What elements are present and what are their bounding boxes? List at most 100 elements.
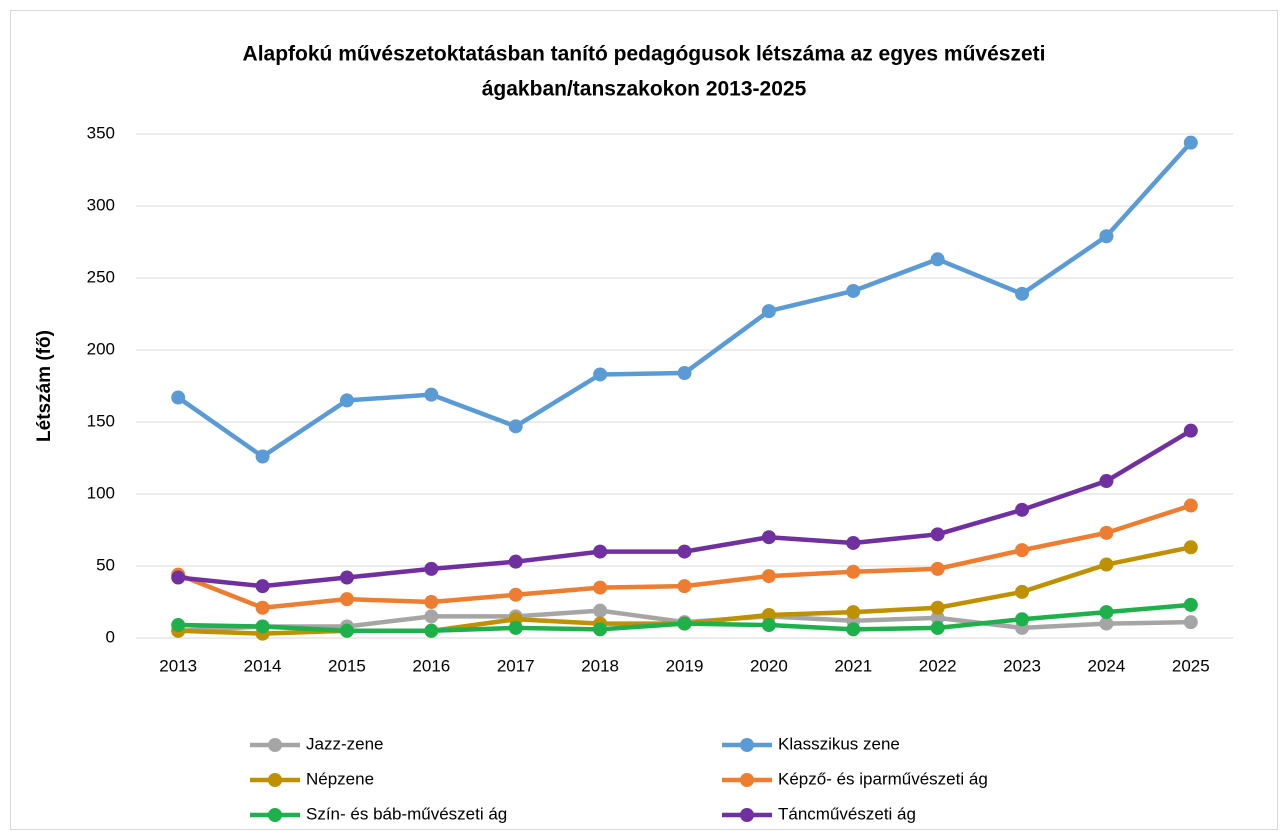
data-point	[677, 579, 692, 594]
data-point	[1015, 584, 1030, 599]
data-point	[593, 544, 608, 559]
legend-swatch-marker	[740, 808, 754, 822]
y-tick-label: 200	[87, 339, 115, 358]
data-point	[593, 603, 608, 618]
data-point	[677, 616, 692, 631]
data-point	[593, 580, 608, 595]
data-point	[1099, 605, 1114, 620]
data-point	[930, 610, 945, 625]
data-point	[255, 600, 270, 615]
data-point	[761, 530, 776, 545]
data-point	[1099, 616, 1114, 631]
x-tick-label: 2013	[159, 656, 197, 675]
legend-label: Jazz-zene	[306, 734, 383, 753]
data-point	[339, 592, 354, 607]
data-point	[171, 618, 186, 633]
y-tick-label: 150	[87, 411, 115, 430]
data-point	[846, 535, 861, 550]
chart-title: ágakban/tanszakokon 2013-2025	[482, 78, 807, 101]
x-tick-label: 2024	[1088, 656, 1126, 675]
x-tick-label: 2017	[497, 656, 535, 675]
data-point	[1183, 423, 1198, 438]
data-point	[846, 564, 861, 579]
data-point	[846, 622, 861, 637]
y-tick-label: 250	[87, 267, 115, 286]
x-tick-label: 2015	[328, 656, 366, 675]
x-tick-label: 2020	[750, 656, 788, 675]
legend-label: Táncművészeti ág	[778, 804, 916, 823]
x-tick-label: 2016	[412, 656, 450, 675]
data-point	[761, 607, 776, 622]
data-point	[339, 570, 354, 585]
data-point	[255, 579, 270, 594]
data-point	[846, 283, 861, 298]
chart-border	[10, 10, 1278, 830]
data-point	[1015, 502, 1030, 517]
data-point	[1183, 540, 1198, 555]
data-point	[846, 605, 861, 620]
data-point	[1183, 615, 1198, 630]
data-point	[1183, 498, 1198, 513]
data-point	[677, 366, 692, 381]
x-tick-label: 2022	[919, 656, 957, 675]
y-tick-label: 100	[87, 483, 115, 502]
y-tick-label: 350	[87, 123, 115, 142]
data-point	[761, 618, 776, 633]
y-axis-label: Létszám (fő)	[34, 330, 55, 442]
data-point	[1015, 286, 1030, 301]
data-point	[339, 393, 354, 408]
legend-label: Szín- és báb-művészeti ág	[306, 804, 507, 823]
data-point	[1099, 525, 1114, 540]
data-point	[171, 570, 186, 585]
data-point	[1099, 474, 1114, 489]
y-tick-label: 50	[96, 555, 115, 574]
legend-swatch-marker	[740, 773, 754, 787]
legend-label: Népzene	[306, 769, 374, 788]
data-point	[593, 622, 608, 637]
data-point	[1015, 543, 1030, 558]
data-point	[1183, 597, 1198, 612]
data-point	[255, 449, 270, 464]
x-tick-label: 2025	[1172, 656, 1210, 675]
data-point	[508, 554, 523, 569]
data-point	[930, 620, 945, 635]
x-tick-label: 2014	[244, 656, 282, 675]
data-point	[424, 609, 439, 624]
data-point	[1099, 229, 1114, 244]
legend-label: Képző- és iparművészeti ág	[778, 769, 988, 788]
x-tick-label: 2023	[1003, 656, 1041, 675]
legend-swatch-marker	[268, 738, 282, 752]
data-point	[339, 623, 354, 638]
data-point	[593, 367, 608, 382]
legend-label: Klasszikus zene	[778, 734, 900, 753]
data-point	[930, 561, 945, 576]
data-point	[424, 561, 439, 576]
y-tick-label: 0	[106, 627, 115, 646]
x-tick-label: 2018	[581, 656, 619, 675]
x-tick-label: 2019	[666, 656, 704, 675]
data-point	[508, 587, 523, 602]
legend-swatch-marker	[740, 738, 754, 752]
legend-swatch-marker	[268, 773, 282, 787]
data-point	[508, 620, 523, 635]
data-point	[930, 527, 945, 542]
chart-title: Alapfokú művészetoktatásban tanító pedag…	[243, 43, 1046, 66]
data-point	[424, 623, 439, 638]
y-tick-label: 300	[87, 195, 115, 214]
data-point	[761, 304, 776, 319]
data-point	[1183, 135, 1198, 150]
data-point	[677, 544, 692, 559]
data-point	[424, 595, 439, 609]
data-point	[171, 390, 186, 405]
legend-swatch-marker	[268, 808, 282, 822]
data-point	[255, 619, 270, 634]
data-point	[930, 600, 945, 615]
data-point	[424, 387, 439, 402]
data-point	[508, 419, 523, 434]
data-point	[1099, 557, 1114, 572]
data-point	[1015, 612, 1030, 627]
data-point	[761, 569, 776, 584]
x-tick-label: 2021	[834, 656, 872, 675]
data-point	[930, 252, 945, 267]
